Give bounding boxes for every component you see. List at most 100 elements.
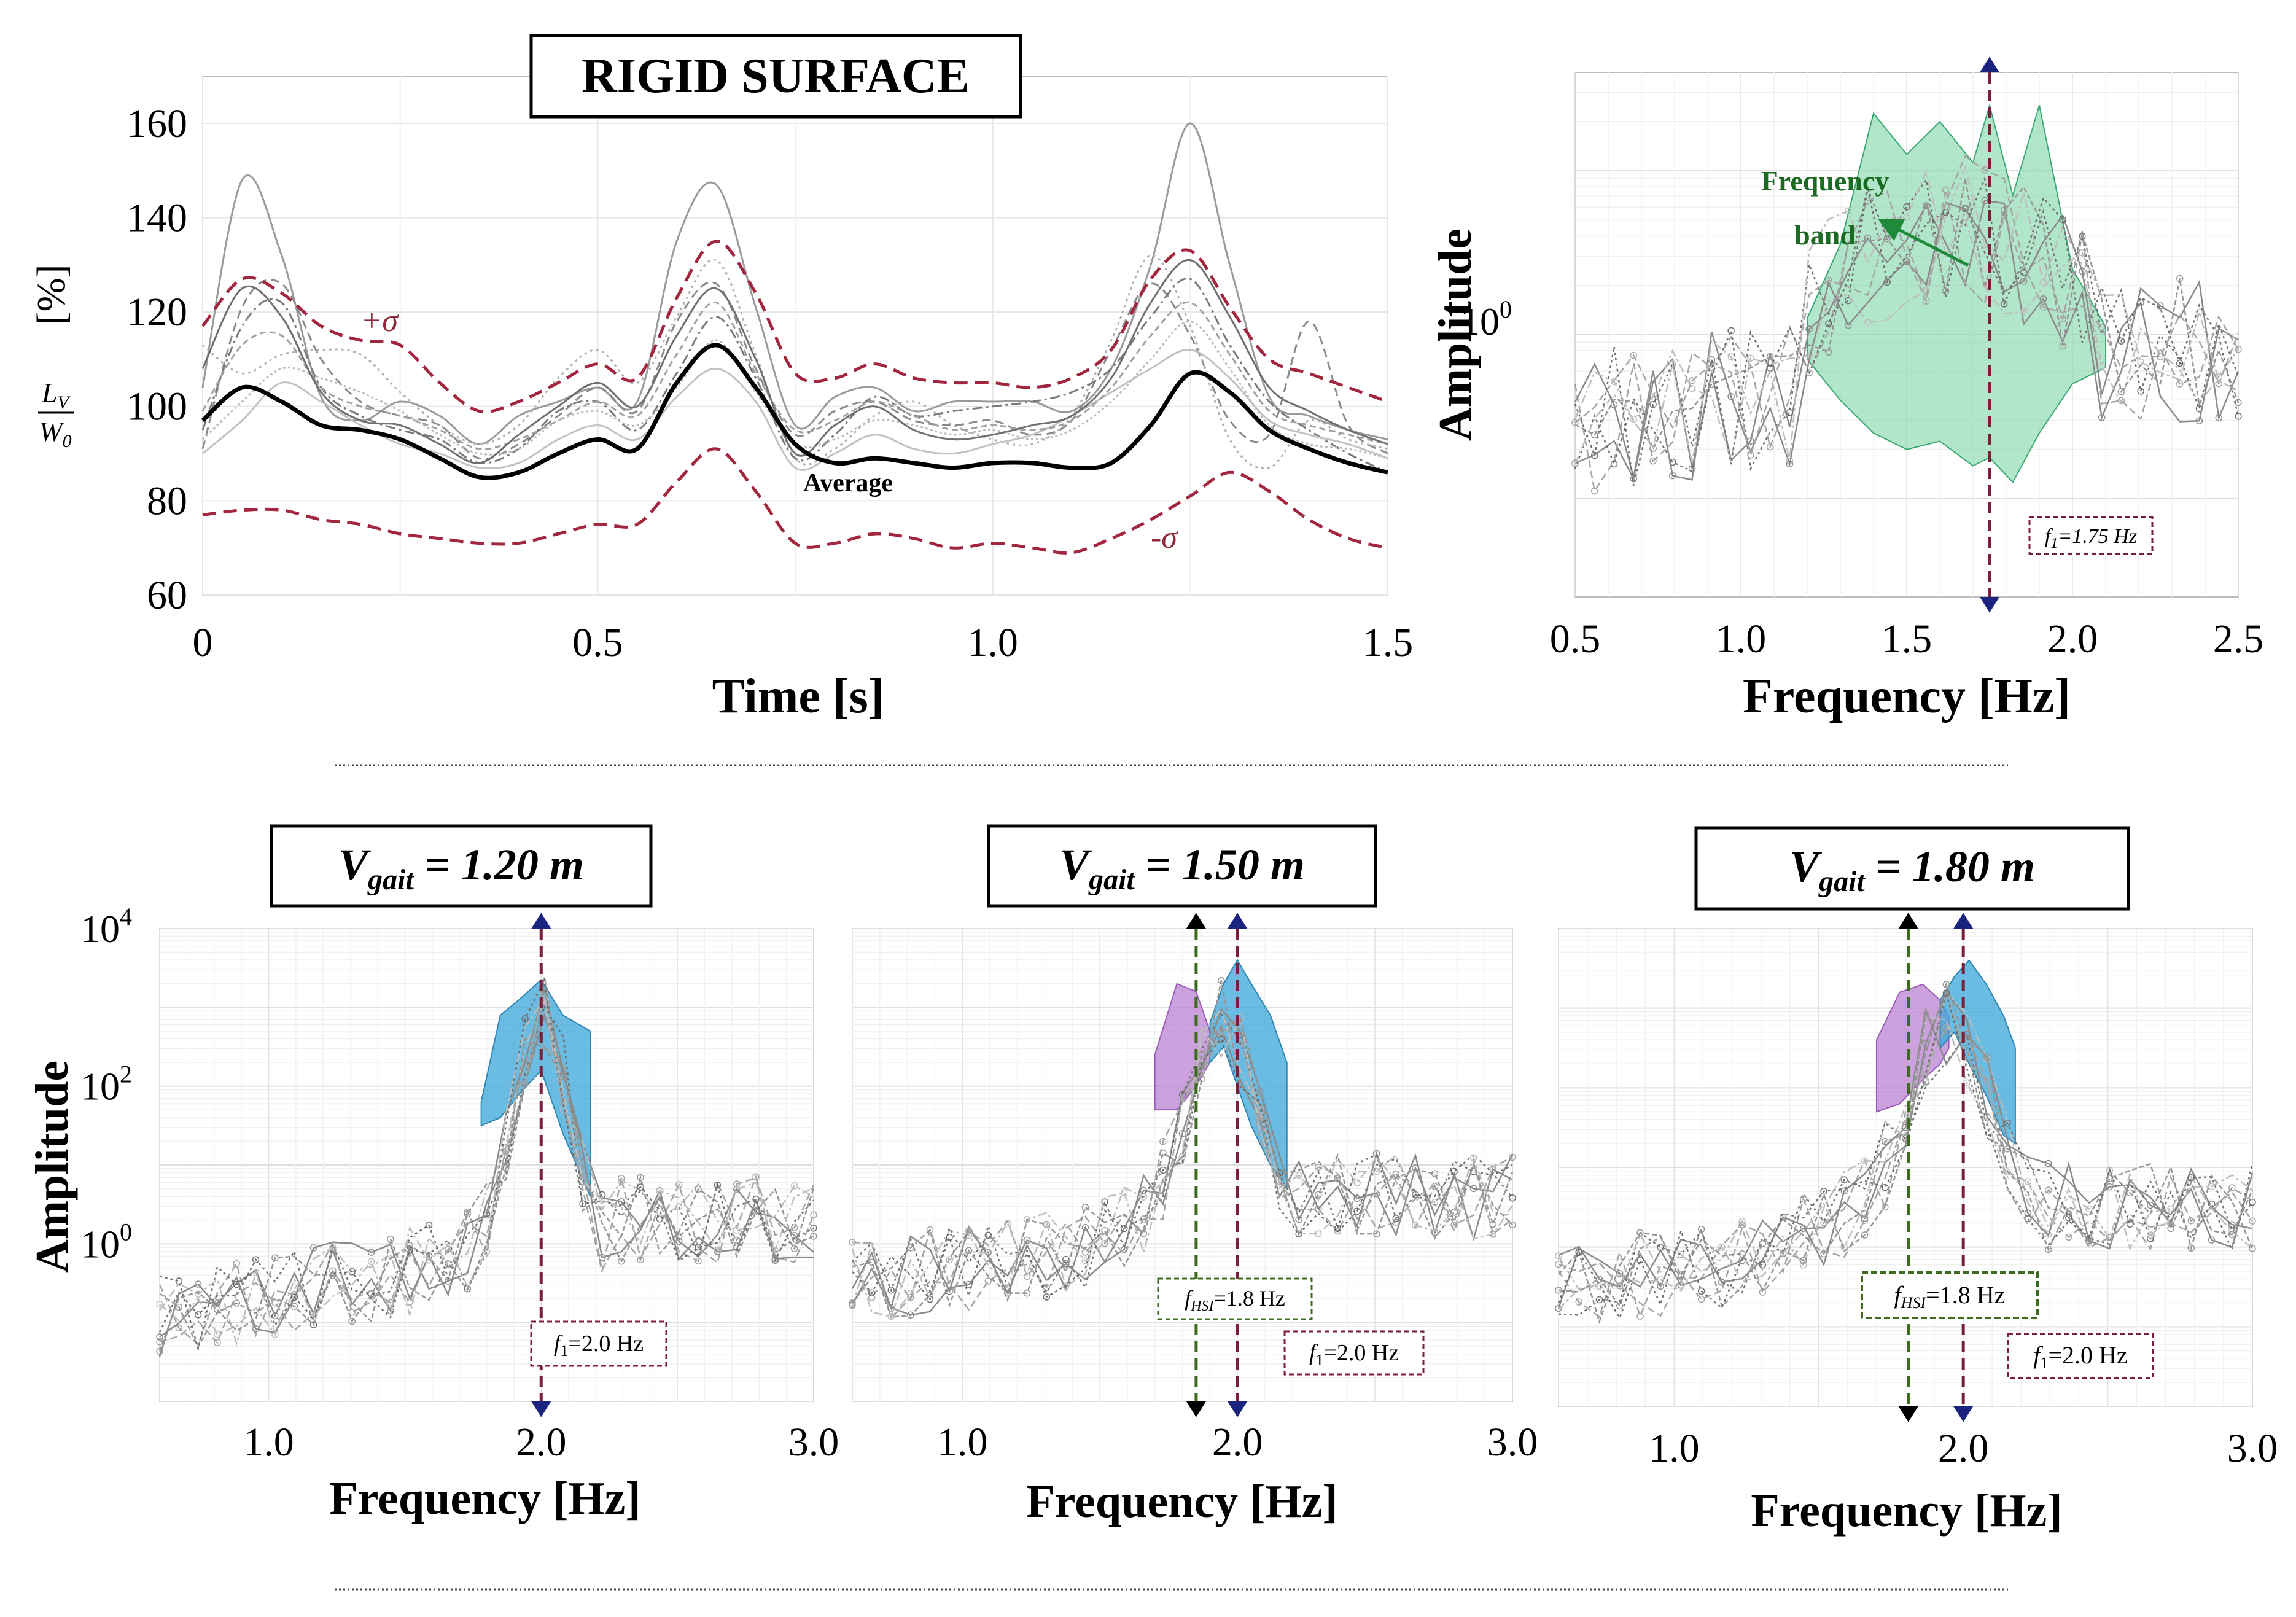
series-marker [1922,1077,1929,1085]
series-marker [1062,1282,1070,1290]
x-tick-label: 1.5 [1882,617,1932,661]
spectrum-180-x-label: Frequency [Hz] [1751,1485,2062,1537]
x-tick-label: 2.0 [2047,617,2098,661]
spectrum-series-line [159,977,814,1352]
x-tick-label: 1.0 [243,1420,294,1465]
series-marker [1630,416,1638,423]
series-marker [1882,1137,1889,1145]
series-marker [2176,380,2184,388]
minus-sigma-label: -σ [1151,520,1178,555]
x-tick-label: 1.0 [1716,617,1767,661]
time-history-y-label: LV W0 [%] [29,265,74,451]
series-marker [984,1231,992,1239]
series-marker [1140,1193,1148,1201]
spectrum-series-line [1574,176,2240,486]
spectrum-series-line [852,1037,1513,1301]
spectrum-series-line [1558,1032,2254,1316]
series-marker [1023,1236,1031,1244]
spectrum-series-line [159,998,814,1336]
y-tick-label: 140 [126,195,187,240]
series-marker [521,1015,529,1023]
average-label: Average [803,469,893,497]
series-marker [965,1247,973,1255]
series-marker [1727,353,1735,360]
x-tick-label: 1.0 [937,1420,988,1465]
series-marker [2098,324,2106,331]
series-marker [2208,1236,2216,1244]
x-tick-label: 2.0 [1212,1420,1263,1465]
series-marker [1591,451,1598,459]
series-marker [868,1289,876,1297]
series-marker [2024,1209,2032,1217]
series-marker [194,1280,202,1288]
series-marker [1392,1215,1400,1222]
y-tick-label: 100 [126,384,187,429]
series-marker [1295,1215,1302,1223]
series-marker [271,1299,279,1307]
series-marker [618,1177,625,1185]
series-marker [1677,1271,1685,1279]
individual-series-line [202,349,1388,471]
series-marker [464,1210,471,1218]
series-marker [598,1196,606,1204]
series-marker [1616,1302,1624,1310]
spectrum-180-purple-band [1875,983,1950,1113]
spectrum-series-line [852,980,1513,1318]
series-marker [2147,1231,2154,1239]
x-tick-label: 2.0 [516,1420,567,1465]
spectrum-150-hsi-bottom-marker [1186,1401,1206,1417]
series-marker [1923,297,1930,305]
series-marker [907,1244,914,1252]
series-marker [656,1187,664,1195]
spectrum-180-title-box [1694,826,2130,911]
series-marker [1509,1194,1516,1202]
series-marker [1630,351,1638,359]
frequency-band-arrow [1877,219,1969,267]
spectrum-120-title-box [270,824,653,908]
f1-callout-box [2028,516,2154,555]
spectrum-series-line [1557,1026,2254,1319]
spectrum-150-fhsi-callout-box [1157,1277,1313,1320]
plus-sigma-line [201,240,1388,413]
series-marker [946,1256,953,1264]
time-history-x-label: Time [s] [712,669,885,723]
series-marker [2039,303,2047,311]
y-tick-label: 60 [147,573,187,618]
rigid-spectrum-x-ticks: 0.5 1.0 1.5 2.0 2.5 [1550,617,2264,661]
series-marker [637,1183,644,1191]
series-marker [2020,277,2028,285]
series-marker [1295,1171,1302,1179]
series-marker [1372,1190,1380,1198]
series-marker [329,1267,337,1275]
series-marker [309,1312,317,1320]
series-marker [1747,451,1754,459]
rigid-spectrum-x-label: Frequency [Hz] [1743,669,2071,723]
individual-series-line [201,279,1388,460]
series-marker [2137,358,2144,366]
y-tick-label: 102 [80,1061,132,1109]
series-marker [1023,1216,1031,1223]
series-marker [156,1333,163,1341]
series-marker [1595,1276,1603,1283]
series-marker [1081,1224,1089,1231]
series-marker [425,1257,433,1264]
series-marker [2117,337,2125,345]
series-marker [2106,1234,2114,1241]
series-marker [1961,214,1969,222]
rigid-spectrum-y-label: Amplitude [1430,228,1481,441]
series-marker [1081,1204,1089,1211]
series-marker [252,1269,260,1276]
series-marker [2157,349,2164,357]
series-marker [1727,392,1735,400]
series-marker [1595,1296,1603,1304]
series-marker [2195,308,2203,316]
series-marker [1315,1205,1322,1213]
spectrum-150-x-label: Frequency [Hz] [1026,1476,1337,1527]
series-marker [1840,1243,1848,1251]
series-marker [1844,321,1852,329]
spectrum-series-line [1574,169,2239,464]
series-marker [348,1317,356,1325]
spectrum-series-line [1574,190,2240,493]
frequency-band-label-line1: Frequency [1761,165,1889,197]
x-tick-label: 1.0 [1649,1426,1700,1471]
